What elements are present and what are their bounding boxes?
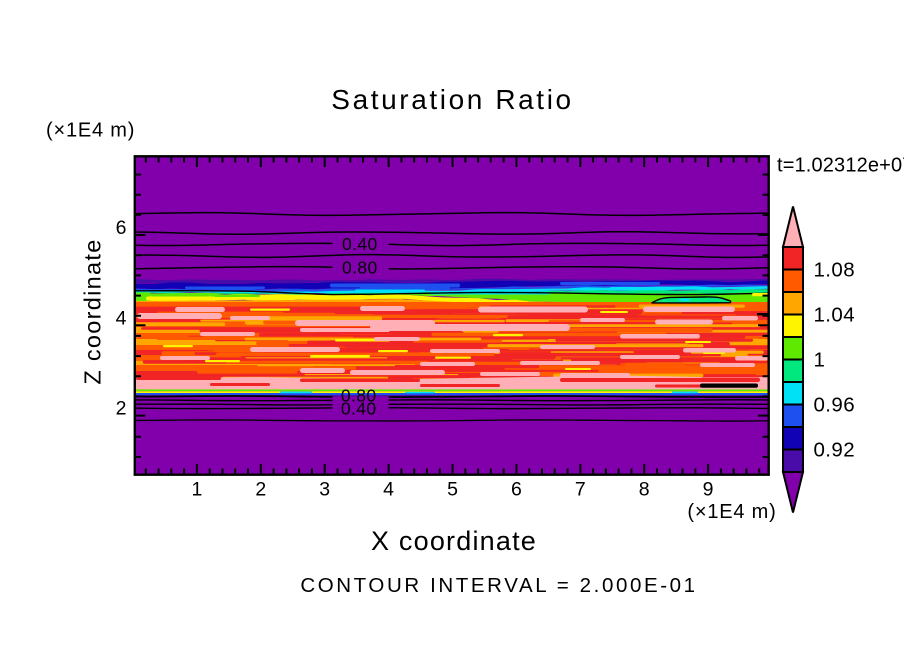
svg-text:X coordinate: X coordinate (371, 526, 537, 556)
svg-text:Saturation Ratio: Saturation Ratio (331, 84, 573, 115)
svg-text:CONTOUR INTERVAL = 2.000E-01: CONTOUR INTERVAL = 2.000E-01 (300, 574, 697, 597)
svg-text:7: 7 (575, 478, 586, 500)
svg-text:8: 8 (639, 478, 650, 500)
svg-text:0.96: 0.96 (814, 394, 856, 417)
svg-text:t=1.02312e+07: t=1.02312e+07 (777, 155, 904, 177)
svg-text:0.92: 0.92 (814, 439, 856, 462)
svg-text:5: 5 (447, 478, 458, 500)
svg-text:6: 6 (511, 478, 522, 500)
svg-text:0.80: 0.80 (341, 385, 377, 405)
svg-text:1: 1 (814, 349, 826, 372)
svg-text:4: 4 (383, 478, 394, 500)
svg-text:(×1E4 m): (×1E4 m) (687, 501, 776, 523)
svg-text:6: 6 (116, 217, 127, 239)
svg-text:2: 2 (255, 478, 266, 500)
svg-text:Z coordinate: Z coordinate (80, 238, 106, 384)
svg-text:0.80: 0.80 (342, 257, 378, 277)
svg-text:1.08: 1.08 (814, 259, 856, 282)
svg-text:1: 1 (191, 478, 202, 500)
svg-text:9: 9 (703, 478, 714, 500)
svg-text:2: 2 (116, 398, 127, 420)
svg-text:0.40: 0.40 (341, 398, 377, 418)
svg-text:(×1E4 m): (×1E4 m) (46, 120, 135, 142)
svg-text:1.04: 1.04 (814, 304, 856, 327)
svg-text:0.40: 0.40 (342, 234, 378, 254)
svg-text:4: 4 (116, 307, 127, 329)
svg-text:3: 3 (319, 478, 330, 500)
